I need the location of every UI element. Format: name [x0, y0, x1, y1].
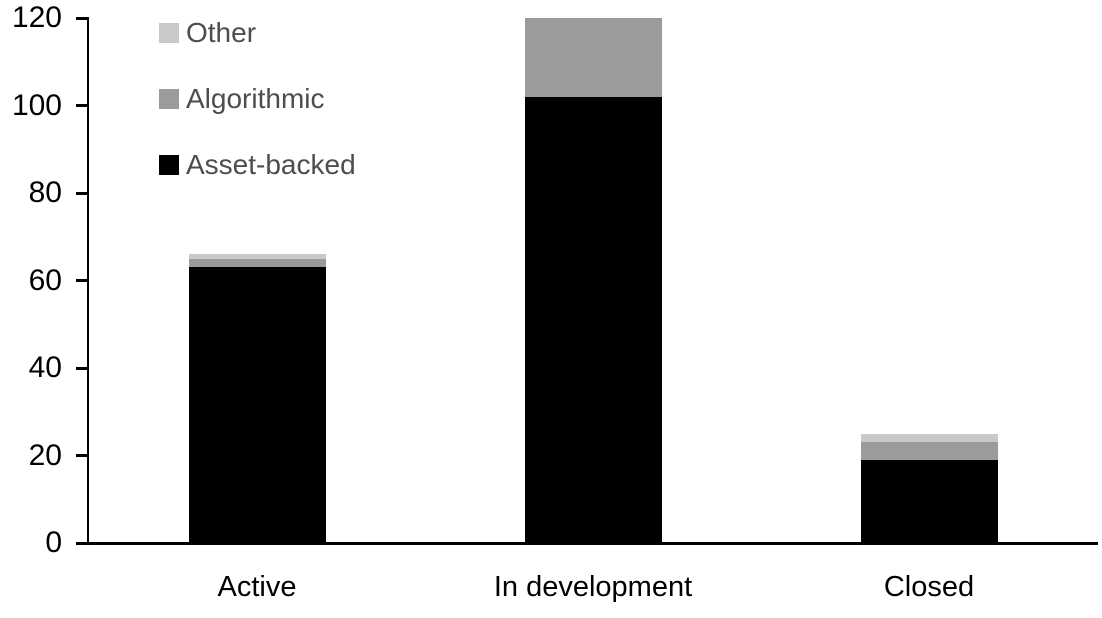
category-label-in-development: In development: [493, 571, 693, 603]
y-axis-line: [87, 17, 89, 545]
legend-label: Other: [186, 17, 257, 48]
legend-item-asset-backed: Asset-backed: [159, 148, 356, 182]
y-tick-mark: [76, 366, 88, 370]
legend-item-other: Other: [159, 16, 256, 50]
bar-segment-other: [860, 433, 998, 443]
bar-segment-algorithmic: [524, 18, 662, 97]
legend-swatch-algorithmic: [159, 89, 179, 109]
y-tick-mark: [76, 191, 88, 195]
legend-label: Asset-backed: [186, 149, 356, 180]
bar-segment-asset-backed: [188, 267, 326, 543]
y-tick-label: 80: [28, 176, 62, 209]
bar-segment-asset-backed: [524, 96, 662, 543]
bar-active: [188, 254, 326, 543]
category-label-active: Active: [217, 571, 297, 603]
bar-segment-algorithmic: [188, 258, 326, 268]
y-tick-mark: [76, 16, 88, 20]
y-tick-label: 0: [45, 526, 62, 559]
bar-segment-asset-backed: [860, 459, 998, 543]
y-tick-label: 60: [28, 263, 62, 297]
bar-segment-other: [188, 254, 326, 259]
y-tick-label: 100: [11, 88, 62, 122]
y-tick-mark: [76, 279, 88, 282]
legend-label: Algorithmic: [186, 83, 325, 114]
y-tick-mark: [76, 541, 88, 545]
bar-closed: [860, 433, 998, 543]
y-tick-mark: [76, 454, 88, 457]
x-axis-line: [87, 542, 1098, 545]
bar-segment-algorithmic: [860, 442, 998, 460]
legend-item-algorithmic: Algorithmic: [159, 82, 324, 116]
legend-swatch-asset-backed: [159, 155, 179, 175]
category-label-closed: Closed: [883, 571, 975, 603]
legend-swatch-other: [159, 23, 179, 43]
y-tick-label: 40: [28, 351, 62, 384]
y-tick-label: 120: [11, 1, 62, 34]
y-tick-label: 20: [28, 438, 62, 472]
y-tick-mark: [76, 104, 88, 107]
bar-in-development: [524, 18, 662, 543]
